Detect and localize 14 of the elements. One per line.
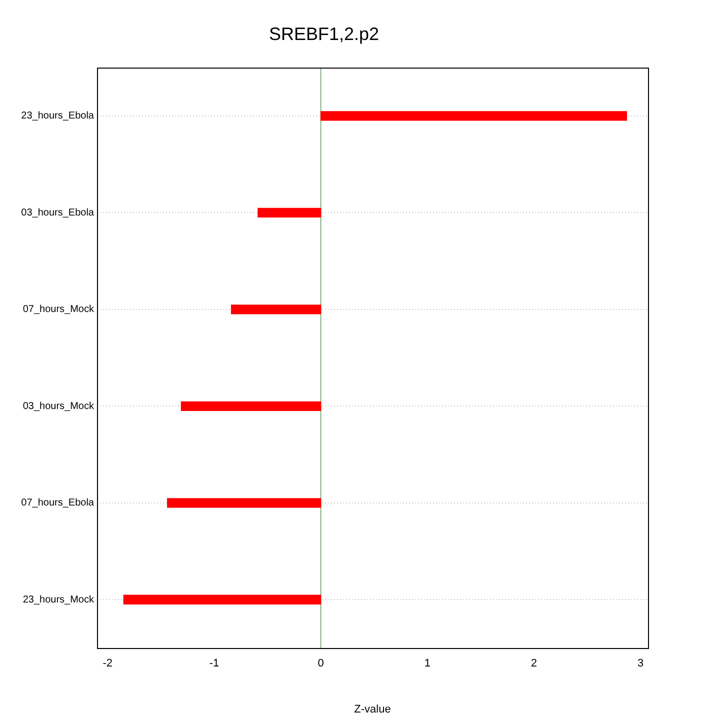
y-tick-label: 07_hours_Mock [22, 304, 95, 316]
x-tick-label: 3 [637, 658, 644, 670]
y-tick-label: 23_hours_Mock [22, 594, 95, 606]
chart-title: SREBF1,2.p2 [268, 24, 380, 44]
x-tick-label: 2 [530, 658, 538, 670]
x-axis-title: Z-value [354, 703, 391, 716]
y-tick-label: 03_hours_Mock [22, 400, 95, 412]
y-tick-label: 23_hours_Ebola [21, 110, 94, 122]
x-tick-label: 1 [424, 658, 430, 670]
x-tick-label: -1 [209, 658, 220, 670]
x-tick-label: 0 [318, 658, 324, 670]
y-tick-label: 07_hours_Ebola [21, 498, 94, 509]
y-tick-label: 03_hours_Ebola [21, 207, 94, 218]
x-tick-label: -2 [102, 658, 113, 670]
